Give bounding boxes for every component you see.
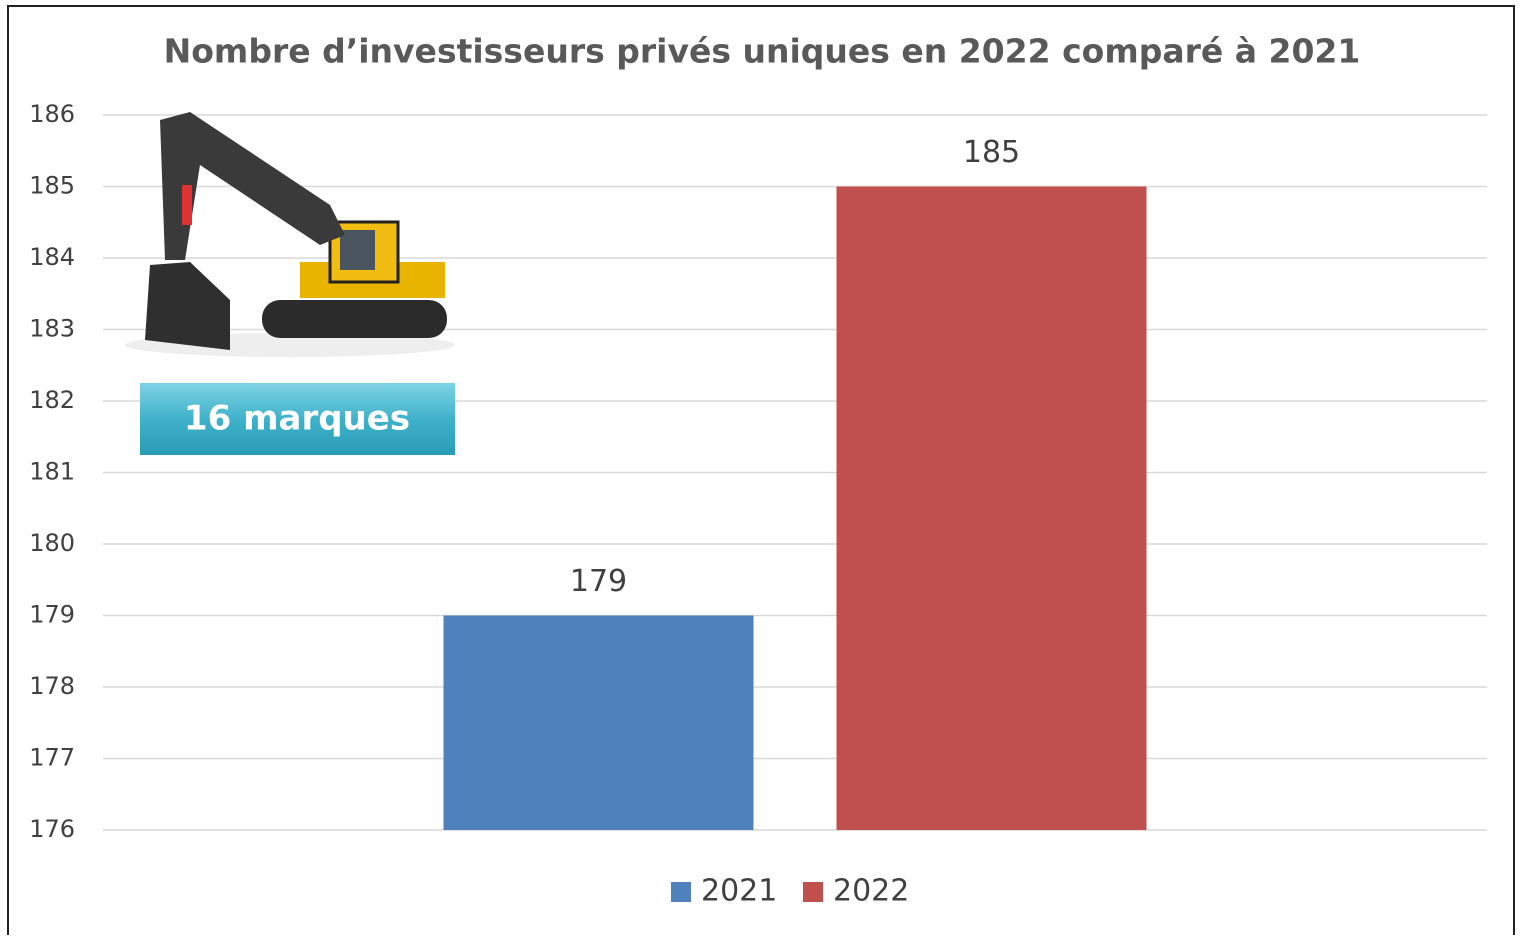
y-tick-label: 177 xyxy=(29,744,75,772)
bar xyxy=(443,615,754,830)
legend-label: 2022 xyxy=(833,874,909,909)
marks: 179 185 xyxy=(443,135,1147,830)
y-tick-label: 184 xyxy=(29,243,75,271)
legend: 2021 2022 xyxy=(671,874,909,909)
y-tick-label: 180 xyxy=(29,529,75,557)
legend-swatch xyxy=(671,882,691,902)
y-tick-label: 185 xyxy=(29,172,75,200)
y-tick-label: 176 xyxy=(29,815,75,843)
annotation-box xyxy=(140,383,455,455)
data-label: 185 xyxy=(963,135,1020,170)
excavator-illustration xyxy=(125,112,455,357)
y-tick-label: 183 xyxy=(29,315,75,343)
legend-label: 2021 xyxy=(701,874,777,909)
annotation: 16 marques xyxy=(184,399,410,439)
y-tick-label: 178 xyxy=(29,672,75,700)
y-tick-label: 179 xyxy=(29,601,75,629)
y-tick-label: 186 xyxy=(29,100,75,128)
legend-swatch xyxy=(803,882,823,902)
bar xyxy=(836,186,1147,830)
y-tick-label: 182 xyxy=(29,386,75,414)
chart-title: Nombre d’investisseurs privés uniques en… xyxy=(164,32,1361,71)
grid: 176 177 178 179 180 181 182 183 184 185 186 xyxy=(29,100,1487,843)
data-label: 179 xyxy=(570,564,627,599)
y-tick-label: 181 xyxy=(29,458,75,486)
